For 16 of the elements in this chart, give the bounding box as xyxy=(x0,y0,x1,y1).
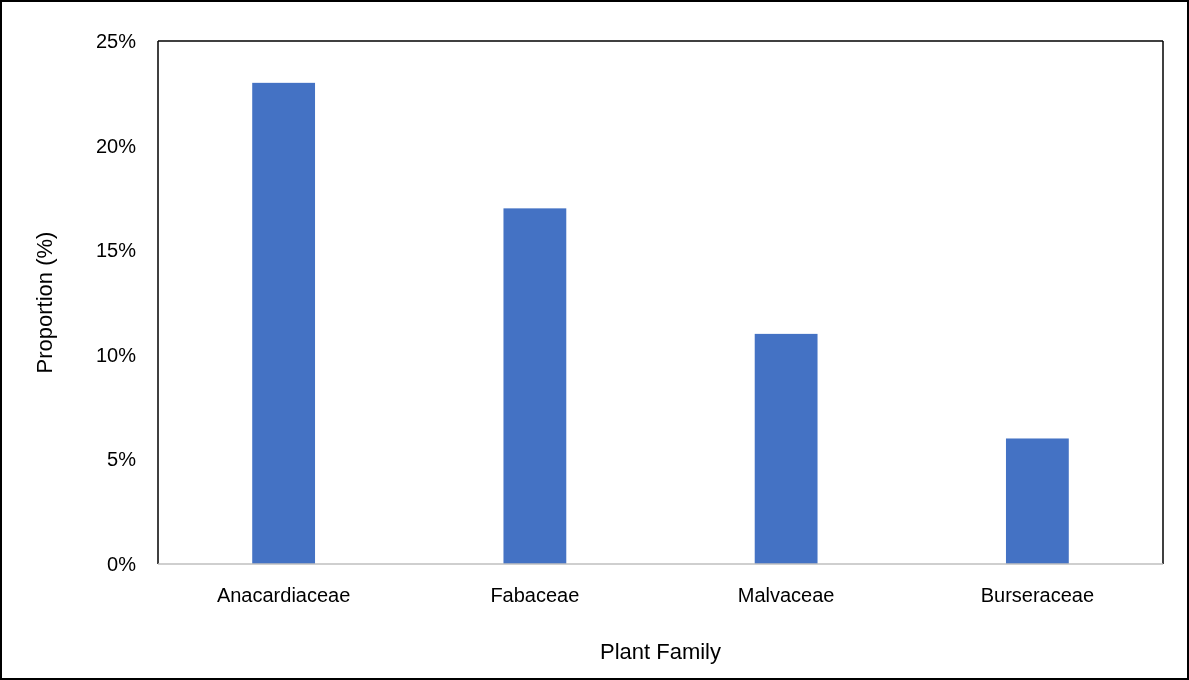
y-tick-label: 0% xyxy=(107,553,137,575)
y-tick-label: 15% xyxy=(95,239,137,262)
bar xyxy=(1005,438,1069,564)
bar xyxy=(754,333,818,564)
y-axis-title: Proportion (%) xyxy=(32,231,57,374)
y-tick-label: 5% xyxy=(107,448,137,471)
x-axis-title: Plant Family xyxy=(599,639,722,664)
y-tick-label: 25% xyxy=(95,30,137,52)
x-tick-label: Fabaceae xyxy=(490,584,580,606)
y-tick-label: 10% xyxy=(95,343,137,366)
x-tick-label: Burseraceae xyxy=(980,584,1095,606)
y-tick-label: 20% xyxy=(95,134,137,157)
bar xyxy=(252,82,316,564)
x-tick-label: Malvaceae xyxy=(737,584,835,606)
x-tick-label: Anacardiaceae xyxy=(216,584,351,606)
bar xyxy=(503,208,567,564)
